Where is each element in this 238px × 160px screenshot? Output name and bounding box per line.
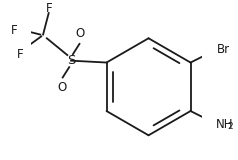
Text: O: O [76, 27, 85, 40]
Text: S: S [67, 54, 75, 67]
Text: F: F [16, 48, 23, 61]
Text: O: O [57, 81, 66, 94]
Text: F: F [11, 24, 17, 37]
Text: 2: 2 [227, 122, 233, 131]
Text: F: F [45, 2, 52, 15]
Text: NH: NH [216, 118, 233, 131]
Text: Br: Br [217, 43, 230, 56]
